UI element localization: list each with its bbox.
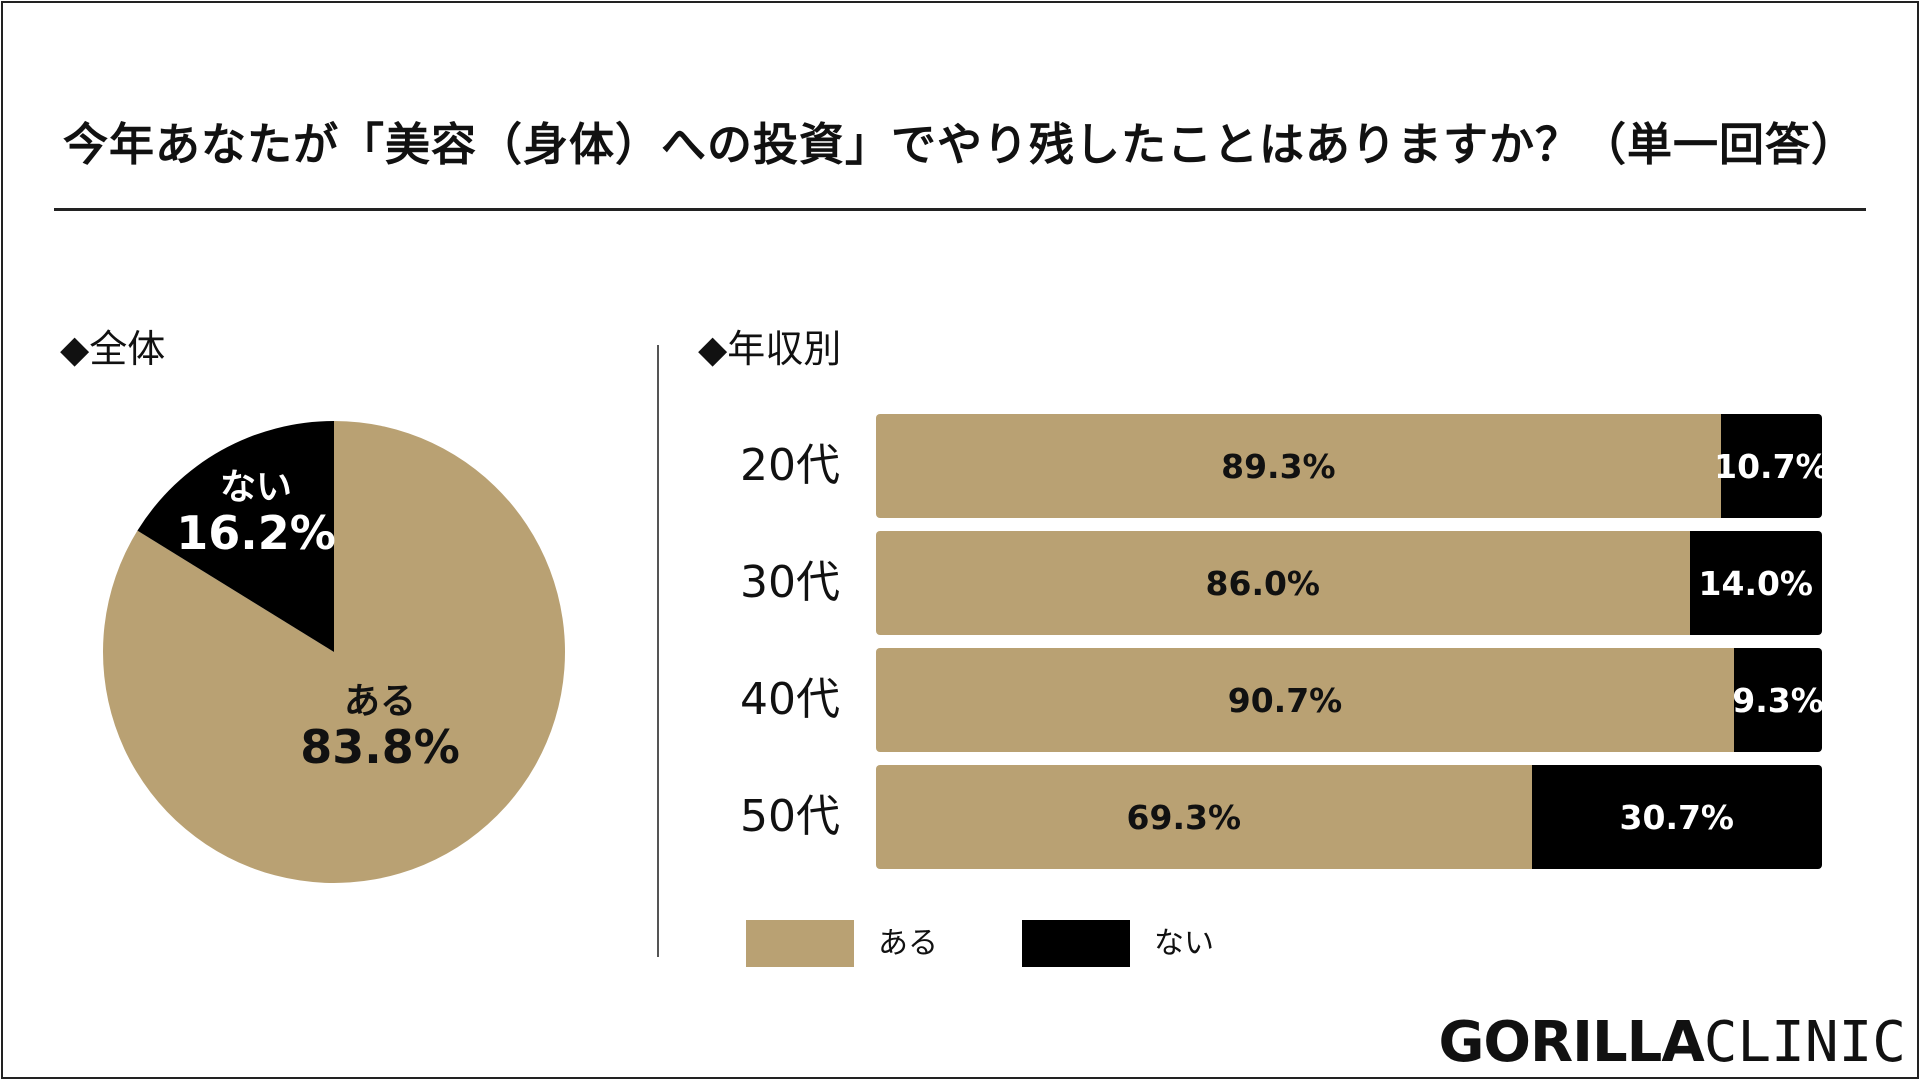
bar-segment-nai: 9.3% xyxy=(1732,648,1822,752)
category-label: 30代 xyxy=(740,557,840,608)
bar-data-label: 9.3% xyxy=(1732,680,1822,720)
bar-row: 89.3% 10.7% xyxy=(876,414,1822,518)
bar-segment-aru: 90.7% xyxy=(876,648,1735,752)
bar-data-label: 10.7% xyxy=(1714,446,1822,486)
bar-data-label: 89.3% xyxy=(1221,446,1336,486)
pie-slice-aru xyxy=(102,421,566,884)
section-divider xyxy=(657,345,659,957)
chart-title: 今年あなたが「美容（身体）への投資」でやり残したことはありますか？（単一回答） xyxy=(62,118,1857,171)
bar-segment-aru: 86.0% xyxy=(876,531,1690,635)
gorilla-clinic-logo: GORILLA CLINIC xyxy=(1438,1009,1906,1075)
bar-segment-nai: 14.0% xyxy=(1689,531,1822,635)
overall-heading: ◆全体 xyxy=(60,327,166,371)
legend-swatch-nai xyxy=(1022,920,1130,967)
bar-data-label: 90.7% xyxy=(1227,680,1343,720)
by-income-heading: ◆年収別 xyxy=(698,327,842,371)
bar-segment-nai: 30.7% xyxy=(1531,765,1822,869)
bar-row: 86.0% 14.0% xyxy=(876,531,1822,635)
pie-label-nai-name: ない xyxy=(219,467,292,508)
overall-pie-chart xyxy=(102,421,566,884)
category-label: 20代 xyxy=(740,440,840,491)
pie-label-aru-value: 83.8% xyxy=(300,719,460,774)
title-divider xyxy=(54,208,1866,211)
category-label: 50代 xyxy=(740,791,840,842)
bar-data-label: 86.0% xyxy=(1205,563,1321,603)
bar-segment-nai: 10.7% xyxy=(1714,414,1822,518)
pie-label-nai-value: 16.2% xyxy=(176,505,336,560)
pie-slice-nai xyxy=(137,421,334,652)
bar-segment-aru: 89.3% xyxy=(876,414,1721,518)
logo-text-clinic: CLINIC xyxy=(1703,1009,1906,1075)
pie-label-aru-name: ある xyxy=(343,681,416,722)
bar-data-label: 14.0% xyxy=(1698,563,1814,603)
legend-swatch-aru xyxy=(746,920,854,967)
legend-label-nai: ない xyxy=(1154,926,1214,961)
logo-text-gorilla: GORILLA xyxy=(1438,1009,1704,1075)
bar-data-label: 30.7% xyxy=(1619,797,1735,837)
pie-label-nai: ない 16.2% xyxy=(166,468,346,558)
bar-segment-aru: 69.3% xyxy=(876,765,1532,869)
legend-label-aru: ある xyxy=(878,926,938,961)
bar-row: 69.3% 30.7% xyxy=(876,765,1822,869)
category-label: 40代 xyxy=(740,674,840,725)
bar-data-label: 69.3% xyxy=(1126,797,1242,837)
pie-label-aru: ある 83.8% xyxy=(290,682,470,772)
bar-row: 90.7% 9.3% xyxy=(876,648,1822,752)
